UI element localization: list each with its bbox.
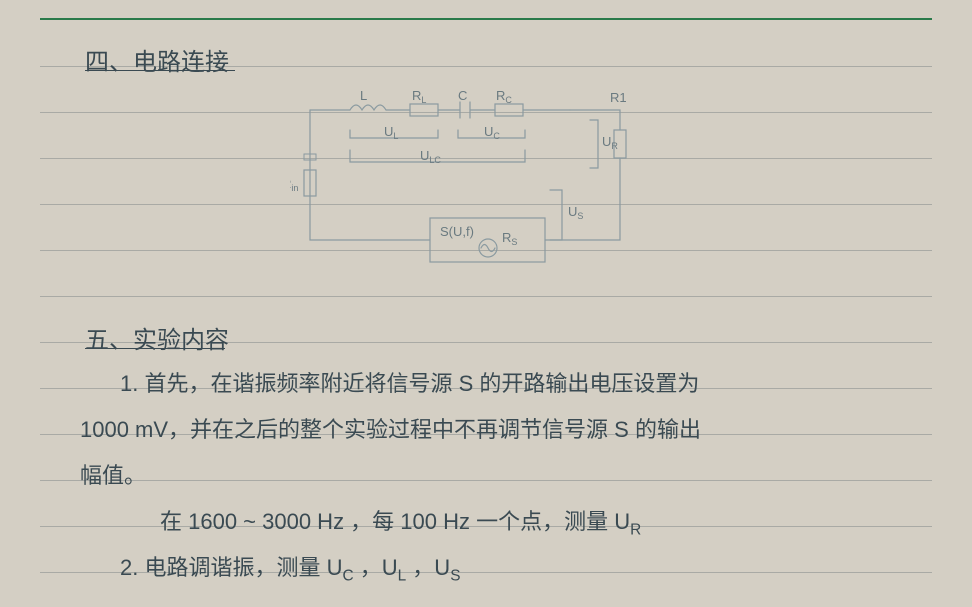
s5-line2a: 1000 mV，并在之后的整个实验过程中不再调节信号源 S 的输出 bbox=[80, 412, 701, 444]
s5-line4: 2. 电路调谐振，测量 UC ，UL ，US bbox=[120, 550, 460, 585]
section4-heading: 四、电路连接 bbox=[85, 42, 229, 77]
label-ULC: ULC bbox=[420, 148, 441, 165]
label-RC: RC bbox=[496, 90, 512, 105]
ruled-line bbox=[40, 480, 932, 481]
ruled-line bbox=[40, 296, 932, 297]
section5-underline bbox=[85, 348, 225, 349]
label-UC: UC bbox=[484, 124, 500, 141]
label-UL: UL bbox=[384, 124, 398, 141]
section5-heading: 五、实验内容 bbox=[85, 320, 229, 355]
label-C: C bbox=[458, 90, 467, 103]
label-US: US bbox=[568, 204, 583, 221]
label-src: S(U,f) bbox=[440, 224, 474, 239]
label-RL: RL bbox=[412, 90, 426, 105]
label-RS: RS bbox=[502, 230, 517, 247]
section4-underline bbox=[85, 70, 235, 71]
circuit-diagram: L RL C RC R1 UL UC UR ULC US Rin S(U,f) … bbox=[290, 90, 670, 280]
circuit-svg: L RL C RC R1 UL UC UR ULC US Rin S(U,f) … bbox=[290, 90, 670, 280]
top-margin-rule bbox=[40, 18, 932, 20]
s5-line1: 1. 首先，在谐振频率附近将信号源 S 的开路输出电压设置为 bbox=[120, 366, 699, 398]
label-UR: UR bbox=[602, 134, 618, 151]
s5-line2b: 幅值。 bbox=[80, 458, 146, 490]
label-Rin: Rin bbox=[290, 176, 298, 193]
s5-line3: 在 1600 ~ 3000 Hz ，每 100 Hz 一个点，测量 UR bbox=[160, 504, 641, 539]
notebook-page: 四、电路连接 bbox=[0, 0, 972, 607]
label-R1: R1 bbox=[610, 90, 627, 105]
label-L: L bbox=[360, 90, 367, 103]
